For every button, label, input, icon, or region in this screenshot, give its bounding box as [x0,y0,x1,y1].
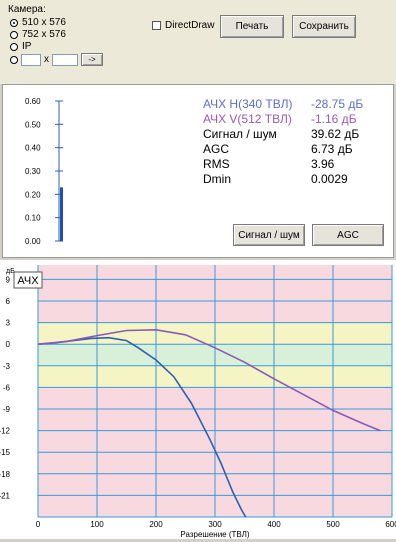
metric-name: AGC [203,142,230,156]
y-tick-label: -18 [0,470,11,479]
metrics-list: АЧХ H(340 ТВЛ) -28.75 дБ АЧХ V(512 ТВЛ) -1.… [203,97,393,187]
y-tick-label: 0 [6,340,11,349]
metric-row: Сигнал / шум 39.62 дБ [203,127,393,142]
print-button[interactable]: Печать [220,15,284,38]
gauge-tick-label: 0.20 [25,190,41,199]
gauge-tick-label: 0.40 [25,144,41,153]
x-tick-label: 100 [90,520,104,529]
x-tick-label: 500 [326,520,340,529]
directdraw-checkbox[interactable]: DirectDraw [152,20,214,31]
chart-svg: 9 6 3 0 -3 -6 -9 -12 -15 -18 -21 0 100 200 300 400 500 60… [0,265,396,539]
y-tick-label: -21 [0,491,11,500]
metric-value: 39.62 дБ [311,127,360,141]
save-button[interactable]: Сохранить [292,15,356,38]
camera-option-2[interactable]: IP [10,41,31,52]
series-line-1 [37,328,381,432]
y-tick-label: -3 [3,362,11,371]
camera-option-label: 510 x 576 [22,17,66,28]
gauge-tick-label: 0.30 [25,167,41,176]
y-tick-label: -6 [3,383,11,392]
signal-level-gauge: 0.60 0.50 0.40 0.30 0.20 0.10 0.00 [3,85,73,257]
gauge-tick-label: 0.60 [25,97,41,106]
metric-row: RMS 3.96 [203,157,393,172]
metric-row: АЧХ H(340 ТВЛ) -28.75 дБ [203,97,393,112]
y-tick-label: -12 [0,427,11,436]
control-panel: Камера: 510 x 576 752 x 576 IP x -> Dire… [0,0,396,84]
metric-name: Сигнал / шум [203,127,277,141]
snr-button[interactable]: Сигнал / шум [233,224,305,246]
directdraw-label: DirectDraw [165,20,215,31]
y-tick-label: 6 [6,297,11,306]
metric-row: АЧХ V(512 ТВЛ) -1.16 дБ [203,112,393,127]
metric-name: Dmin [203,172,232,186]
y-tick-label: 3 [6,319,11,328]
x-tick-label: 200 [149,520,163,529]
measurement-panel: 0.60 0.50 0.40 0.30 0.20 0.10 0.00 АЧХ H(340 Т… [2,84,394,258]
metric-value: 6.73 дБ [311,142,353,156]
apply-size-button[interactable]: -> [81,53,103,66]
metric-row: AGC 6.73 дБ [203,142,393,157]
metric-value: 3.96 [311,157,335,171]
metric-name: RMS [203,157,230,171]
metric-row: Dmin 0.0029 [203,172,393,187]
x-tick-label: 0 [36,520,41,529]
gauge-tick-label: 0.50 [25,120,41,129]
camera-option-0[interactable]: 510 x 576 [10,17,66,28]
chart-title-box [13,271,43,289]
custom-width-field[interactable] [21,53,41,66]
camera-label: Камера: [8,4,46,15]
radio-icon[interactable] [10,42,18,51]
radio-icon[interactable] [10,30,18,39]
metric-value: -28.75 дБ [311,97,364,111]
y-tick-label: 9 [6,275,11,284]
x-axis-label: Разрешение (ТВЛ) [180,530,249,539]
camera-option-1[interactable]: 752 x 576 [10,29,66,40]
radio-icon[interactable] [10,55,18,64]
level-gauge-svg: 0.60 0.50 0.40 0.30 0.20 0.10 0.00 [25,97,63,246]
metric-name: АЧХ H(340 ТВЛ) [203,97,293,111]
metric-value: -1.16 дБ [311,112,357,126]
metric-value: 0.0029 [311,172,348,186]
x-tick-label: 600 [385,520,396,529]
y-axis-label: дБ [6,268,15,275]
camera-option-label: IP [22,41,32,52]
y-tick-label: -9 [3,405,11,414]
metric-name: АЧХ V(512 ТВЛ) [203,112,292,126]
gauge-tick-label: 0.00 [25,237,41,246]
camera-option-label: 752 x 576 [22,29,66,40]
gauge-level-bar [60,187,63,241]
custom-height-field[interactable] [52,53,78,66]
gauge-tick-label: 0.10 [25,214,41,223]
series-line-0 [37,336,247,518]
custom-separator: x [44,54,49,65]
radio-icon[interactable] [10,18,18,27]
checkbox-icon[interactable] [152,21,161,30]
camera-option-custom[interactable]: x -> [10,53,103,66]
chart-title: АЧХ [17,275,39,287]
agc-button[interactable]: AGC [312,224,384,246]
x-tick-label: 400 [267,520,281,529]
y-tick-label: -15 [0,448,11,457]
x-tick-label: 300 [208,520,222,529]
frequency-response-chart: 9 6 3 0 -3 -6 -9 -12 -15 -18 -21 0 100 200 300 400 500 60… [0,260,396,539]
